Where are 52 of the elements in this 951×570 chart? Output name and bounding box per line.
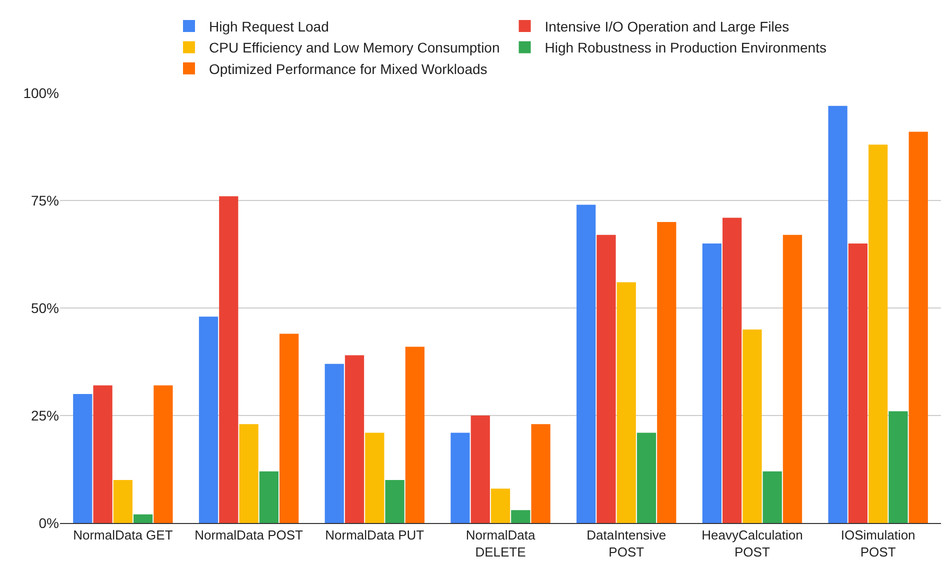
bar bbox=[908, 132, 928, 523]
x-tick-label: NormalData PUT bbox=[325, 528, 424, 543]
bar bbox=[154, 385, 173, 523]
legend-label: High Robustness in Production Environments bbox=[544, 40, 826, 56]
bar bbox=[344, 355, 364, 523]
bar bbox=[134, 514, 153, 523]
bar bbox=[470, 416, 490, 523]
legend-label: High Request Load bbox=[209, 18, 329, 34]
bar bbox=[259, 471, 278, 523]
bar bbox=[450, 432, 470, 523]
bar bbox=[365, 432, 384, 523]
bar bbox=[93, 385, 112, 523]
y-tick-label: 25% bbox=[30, 407, 59, 424]
legend-label: Optimized Performance for Mixed Workloads bbox=[209, 60, 488, 77]
bar bbox=[405, 346, 424, 523]
bar bbox=[868, 144, 888, 523]
bar bbox=[888, 411, 908, 523]
bar bbox=[636, 432, 656, 523]
bar bbox=[490, 488, 510, 523]
bar bbox=[239, 424, 258, 523]
bar bbox=[73, 394, 92, 523]
bar bbox=[742, 330, 762, 523]
bar bbox=[219, 196, 238, 523]
y-tick-label: 50% bbox=[30, 300, 59, 316]
bar bbox=[702, 244, 722, 523]
bar bbox=[511, 510, 530, 523]
bar bbox=[616, 282, 636, 523]
x-tick-label: NormalData GET bbox=[73, 528, 173, 543]
x-tick-label: NormalData POST bbox=[194, 528, 304, 543]
bar bbox=[596, 234, 616, 523]
legend-label: Intensive I/O Operation and Large Files bbox=[544, 18, 790, 34]
bar bbox=[198, 316, 218, 523]
bar bbox=[385, 480, 404, 523]
bar bbox=[279, 334, 299, 523]
bar bbox=[762, 471, 782, 523]
bar bbox=[828, 106, 848, 523]
x-tick-label: HeavyCalculation POST bbox=[702, 528, 803, 560]
y-tick-label: 75% bbox=[30, 192, 59, 208]
y-tick-label: 100% bbox=[23, 84, 59, 101]
legend-label: CPU Efficiency and Low Memory Consumption bbox=[209, 40, 500, 56]
bar bbox=[782, 234, 802, 523]
x-tick-label: IOSimulation POST bbox=[840, 528, 916, 560]
bar bbox=[657, 222, 676, 523]
bar bbox=[113, 480, 132, 523]
bar bbox=[324, 364, 344, 523]
x-tick-label: DataIntensive POST bbox=[586, 528, 666, 560]
x-tick-label: NormalData DELETE bbox=[466, 528, 536, 560]
bar bbox=[722, 218, 742, 523]
bar bbox=[531, 424, 550, 523]
bar bbox=[848, 244, 868, 523]
bar bbox=[576, 204, 596, 523]
y-tick-label: 0% bbox=[38, 514, 59, 531]
